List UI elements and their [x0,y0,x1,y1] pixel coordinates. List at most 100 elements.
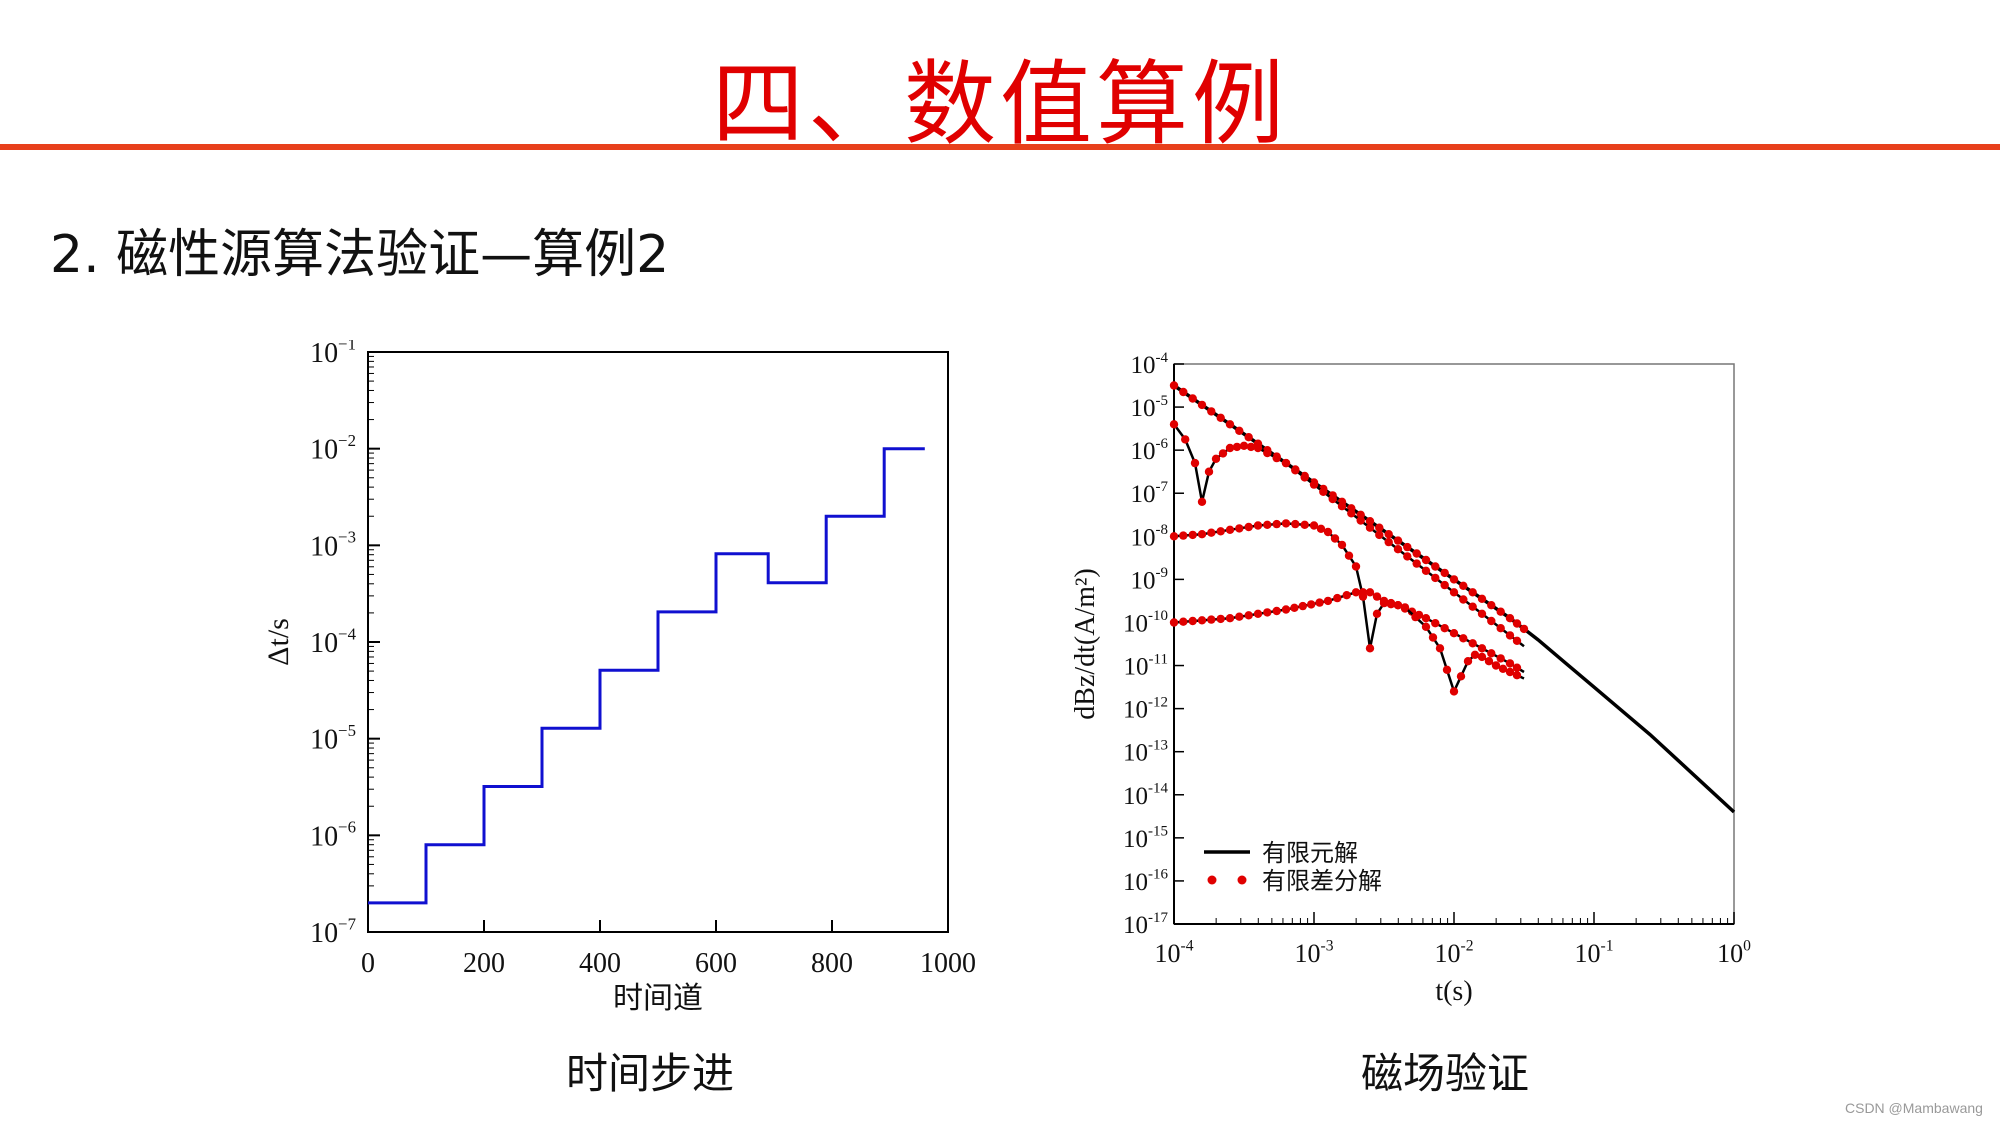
fdm-series-point-A [1207,407,1216,416]
fdm-series-point-D [1386,598,1396,608]
legend-fem-label: 有限元解 [1262,839,1358,867]
fdm-series-point-D [1207,615,1216,624]
title-divider [0,144,2000,150]
fdm-series-point-B [1421,566,1431,575]
fdm-series-point-B [1375,530,1384,540]
watermark: CSDN @Mambawang [1845,1100,1983,1116]
fdm-series-point-D [1188,616,1197,626]
slide-title: 四、数值算例 [711,51,1288,158]
left-y-tick-label: 10−6 [310,818,356,853]
fdm-series-point-D [1298,601,1307,611]
right-y-tick-label: 10-14 [1123,781,1168,810]
fdm-series-point-C [1300,520,1309,529]
fdm-series-point-C [1179,531,1188,540]
fdm-series-point-B [1181,435,1190,444]
fdm-series-point-B [1347,509,1356,518]
fdm-series-point-B [1403,552,1412,561]
fdm-series-point-C [1337,540,1347,550]
fdm-series-point-C [1449,629,1459,638]
right-x-tick-label: 10-2 [1435,937,1474,968]
fdm-series-point-A [1365,517,1375,526]
fdm-series-point-B [1169,420,1179,429]
time-step-plot-area: 10−7 10−6 10−5 10−4 10−3 10−2 10−1 0 200 400 600 80… [262,340,976,1016]
right-x-tick-label: 100 [1717,937,1751,968]
fdm-series-point-C [1225,525,1235,534]
fdm-series-point-B [1246,442,1256,452]
fdm-series-point-B [1300,473,1309,482]
fdm-series-point-D [1393,601,1403,610]
fdm-series-point-B [1468,602,1477,611]
fdm-series-point-C [1235,524,1244,533]
fdm-series-point-B [1291,466,1300,475]
fdm-series-point-C [1496,654,1505,663]
fdm-series-point-C [1216,527,1225,536]
fdm-series-point-C [1365,644,1375,653]
fdm-series-point-C [1323,527,1333,537]
fdm-series-point-B [1197,497,1207,506]
fdm-series-point-C [1344,551,1354,560]
fdm-series-point-B [1505,631,1515,640]
right-y-tick-label: 10-6 [1131,436,1169,465]
caption-field-validation: 磁场验证 [1360,1049,1529,1098]
fdm-series-point-A [1403,542,1412,552]
fdm-series-point-D [1179,617,1188,626]
fdm-series-point-C [1263,520,1272,529]
fdm-series-point-B [1253,443,1263,453]
fdm-series-point-B [1281,458,1291,468]
fdm-series-point-D [1244,611,1253,620]
fdm-series-point-B [1459,595,1468,604]
fdm-series-point-B [1449,588,1459,597]
right-y-tick-label: 10-11 [1124,651,1168,680]
fdm-series-point-B [1319,487,1328,496]
left-x-tick-label: 0 [361,948,375,979]
right-x-axis-label: t(s) [1435,976,1472,1007]
left-y-axis-label: Δt/s [262,618,295,666]
fdm-series-point-A [1169,381,1179,390]
fdm-series-point-C [1459,634,1468,643]
right-y-tick-label: 10-12 [1123,694,1168,723]
fem-series-line-B [1172,423,1525,648]
legend-fdm-dot [1207,875,1217,885]
fdm-series-point-B [1225,443,1235,453]
fdm-series-point-D [1169,618,1179,627]
right-y-tick-label: 10-8 [1131,522,1169,551]
fdm-series-point-B [1337,502,1347,511]
right-y-tick-label: 10-16 [1123,867,1168,896]
legend-fdm-label: 有限差分解 [1262,867,1382,895]
right-x-tick-label: 10-1 [1575,937,1614,968]
fdm-series-point-A [1421,555,1431,565]
fdm-series-point-A [1477,594,1487,603]
fdm-series-point-D [1333,593,1342,603]
fdm-series-point-C [1316,524,1326,533]
fdm-series-point-A [1487,601,1496,610]
fdm-series-point-D [1216,614,1225,624]
fdm-series-point-D [1512,671,1522,680]
fdm-series-point-D [1315,598,1324,607]
fdm-series-point-A [1244,433,1253,442]
fdm-series-point-A [1468,588,1477,597]
magnetic-field-plot-area: 10-4 10-5 10-6 10-7 10-8 10-9 10-10 10-11 10-12 1… [1070,350,1751,1007]
fdm-series-point-A [1431,562,1440,571]
fdm-series-point-D [1400,603,1410,612]
caption-time-step: 时间步进 [565,1049,734,1098]
fdm-series-point-D [1491,661,1501,670]
fdm-series-point-D [1435,644,1445,653]
fdm-series-point-B [1239,441,1249,450]
fdm-series-point-B [1211,454,1221,463]
fdm-series-point-D [1342,591,1351,600]
left-y-tick-label: 10−4 [310,624,356,659]
fdm-series-point-B [1431,573,1440,583]
right-y-tick-label: 10-15 [1123,824,1168,853]
fdm-series-point-D [1498,664,1508,673]
fdm-series-point-B [1263,448,1272,458]
fdm-series-point-C [1291,519,1300,529]
fdm-series-point-C [1272,519,1281,529]
fdm-series-point-D [1505,667,1515,677]
fdm-series-point-C [1309,521,1319,530]
right-x-tick-label: 10-3 [1295,937,1334,968]
fdm-series-point-D [1463,657,1473,666]
fdm-series-point-D [1470,650,1480,659]
fdm-series-point-D [1272,606,1281,616]
fdm-series-point-C [1487,649,1496,658]
fdm-series-point-B [1412,559,1421,568]
